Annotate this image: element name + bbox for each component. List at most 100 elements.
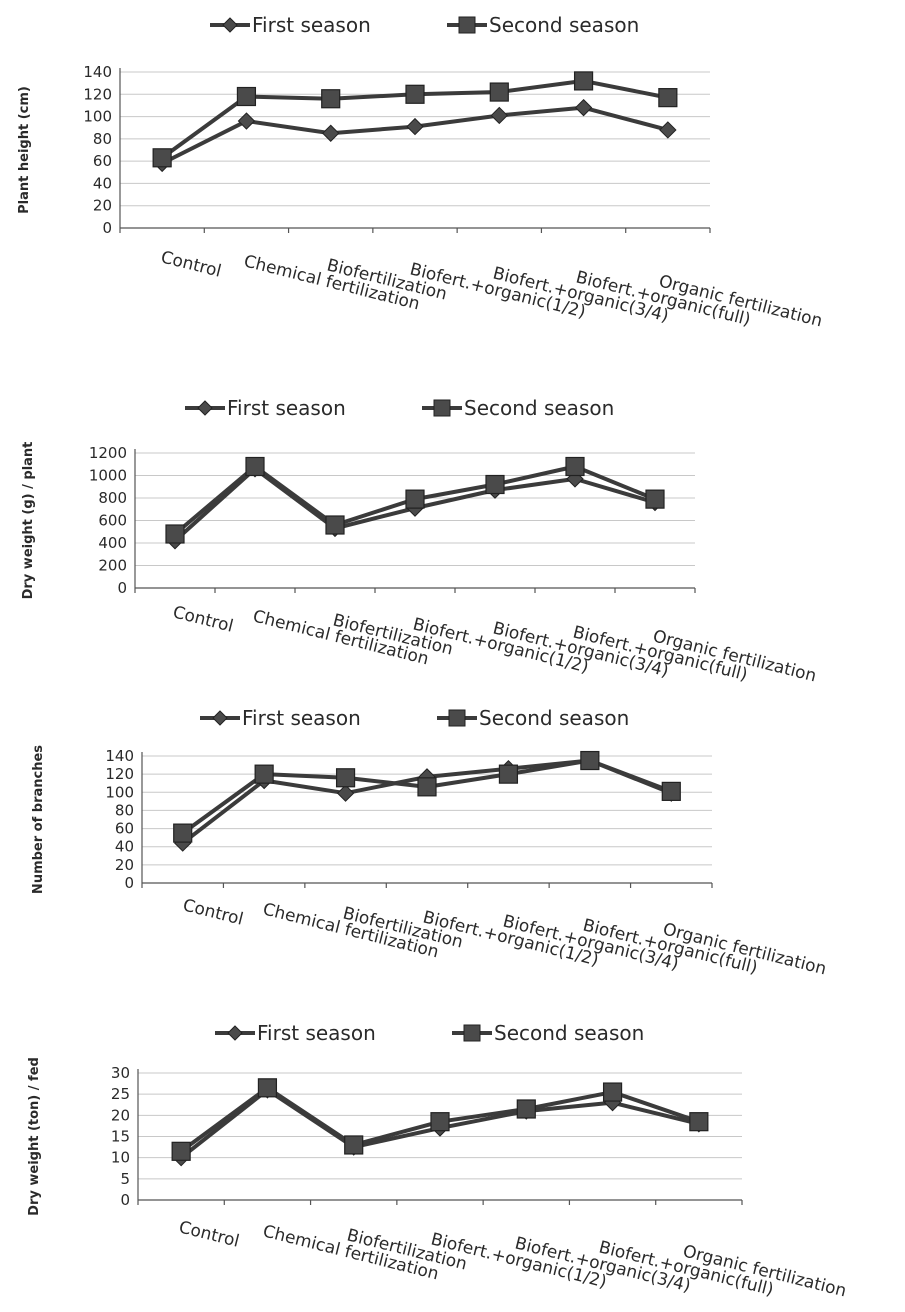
y-tick-label: 140	[105, 747, 134, 765]
y-tick-label: 1200	[89, 444, 127, 462]
category-label: Control	[171, 602, 235, 636]
data-point-square	[689, 1112, 709, 1132]
legend-label: Second season	[464, 396, 614, 420]
data-point-square	[645, 489, 665, 509]
y-tick-label: 120	[105, 765, 134, 783]
series-second-season	[171, 1078, 709, 1161]
series-first-season	[153, 98, 677, 173]
y-tick-label: 100	[105, 783, 134, 801]
y-tick-label: 5	[120, 1170, 130, 1188]
data-point-square	[254, 764, 274, 784]
y-tick-label: 40	[93, 174, 112, 192]
data-point-square	[498, 764, 519, 784]
legend-marker-square	[433, 399, 451, 417]
legend-marker-square	[463, 1024, 481, 1042]
legend-marker-diamond	[197, 400, 213, 416]
y-tick-label: 140	[83, 63, 112, 81]
data-point-square	[165, 524, 185, 544]
legend: First season Second season	[200, 706, 629, 730]
data-point-square	[602, 1082, 623, 1102]
y-tick-label: 200	[98, 557, 127, 575]
data-point-diamond	[574, 98, 593, 117]
data-point-square	[661, 781, 681, 801]
y-axis-label: Dry weight (ton) / fed	[27, 1057, 42, 1216]
y-tick-label: 15	[111, 1128, 130, 1146]
data-point-square	[321, 89, 341, 109]
y-tick-label: 600	[98, 512, 127, 530]
y-axis-label: Number of branches	[31, 745, 46, 894]
y-tick-label: 30	[111, 1064, 130, 1082]
legend-label: First season	[257, 1021, 376, 1045]
data-point-square	[565, 456, 585, 477]
chart-2: 0 200 400 600 800 1000 1200 Dry weight (g) / pl…	[21, 396, 818, 686]
legend-label: Second season	[489, 13, 639, 37]
legend-marker-square	[448, 709, 466, 727]
data-point-square	[171, 1141, 191, 1161]
y-tick-label: 0	[124, 874, 134, 892]
series-second-season	[165, 456, 665, 544]
data-point-diamond	[237, 112, 256, 130]
y-tick-label: 20	[111, 1106, 130, 1124]
y-tick-label: 0	[120, 1191, 130, 1209]
category-label: Control	[181, 895, 245, 929]
legend-marker-diamond	[212, 710, 228, 726]
y-axis-label: Dry weight (g) / plant	[21, 442, 36, 600]
y-tick-label: 100	[83, 108, 112, 126]
legend-label: First season	[252, 13, 371, 37]
legend-marker-square	[458, 16, 476, 34]
y-tick-label: 10	[111, 1149, 130, 1167]
data-point-square	[325, 515, 345, 535]
data-point-square	[489, 82, 509, 102]
data-point-square	[344, 1135, 364, 1155]
data-point-square	[417, 777, 437, 797]
data-point-diamond	[490, 106, 508, 125]
y-tick-label: 1000	[89, 467, 127, 485]
y-tick-label: 120	[83, 85, 112, 103]
data-point-square	[485, 474, 505, 495]
y-tick-label: 80	[93, 130, 112, 148]
data-point-diamond	[659, 121, 677, 139]
data-point-square	[335, 768, 356, 788]
y-tick-label: 40	[115, 838, 134, 856]
y-tick-label: 25	[111, 1085, 130, 1103]
data-point-diamond	[322, 124, 340, 142]
legend-label: First season	[227, 396, 346, 420]
data-point-square	[580, 750, 600, 771]
legend: First season Second season	[185, 396, 614, 420]
data-point-square	[430, 1112, 450, 1132]
data-point-square	[573, 71, 594, 91]
y-tick-label: 60	[93, 152, 112, 170]
y-tick-label: 20	[93, 197, 112, 215]
y-axis-label: Plant height (cm)	[17, 86, 32, 214]
y-tick-label: 80	[115, 801, 134, 819]
legend-label: Second season	[494, 1021, 644, 1045]
legend: First season Second season	[215, 1021, 644, 1045]
series-second-season	[173, 750, 681, 843]
data-point-square	[516, 1099, 536, 1119]
data-point-square	[257, 1078, 278, 1098]
y-tick-label: 60	[115, 820, 134, 838]
legend: First season Second season	[210, 13, 639, 37]
legend-label: First season	[242, 706, 361, 730]
data-point-square	[173, 823, 193, 843]
y-tick-label: 800	[98, 489, 127, 507]
series-second-season	[152, 71, 678, 168]
chart-4: 0 5 10 15 20 25 30 Dry weight (ton) / fed Contro…	[27, 1021, 848, 1301]
legend-label: Second season	[479, 706, 629, 730]
legend-marker-diamond	[222, 17, 238, 33]
data-point-square	[405, 84, 425, 104]
data-point-square	[658, 88, 678, 108]
series-line	[161, 105, 669, 166]
data-point-diamond	[336, 784, 355, 802]
data-point-diamond	[406, 117, 424, 136]
data-point-square	[152, 148, 172, 168]
legend-marker-diamond	[227, 1025, 243, 1041]
category-label: Control	[177, 1217, 241, 1251]
y-tick-label: 20	[115, 856, 134, 874]
category-label: Control	[159, 247, 223, 281]
y-tick-label: 0	[117, 579, 127, 597]
data-point-square	[405, 489, 425, 509]
chart-1: 0 20 40 60 80 100 120 140 Plant height (cm) Contr…	[17, 13, 824, 331]
